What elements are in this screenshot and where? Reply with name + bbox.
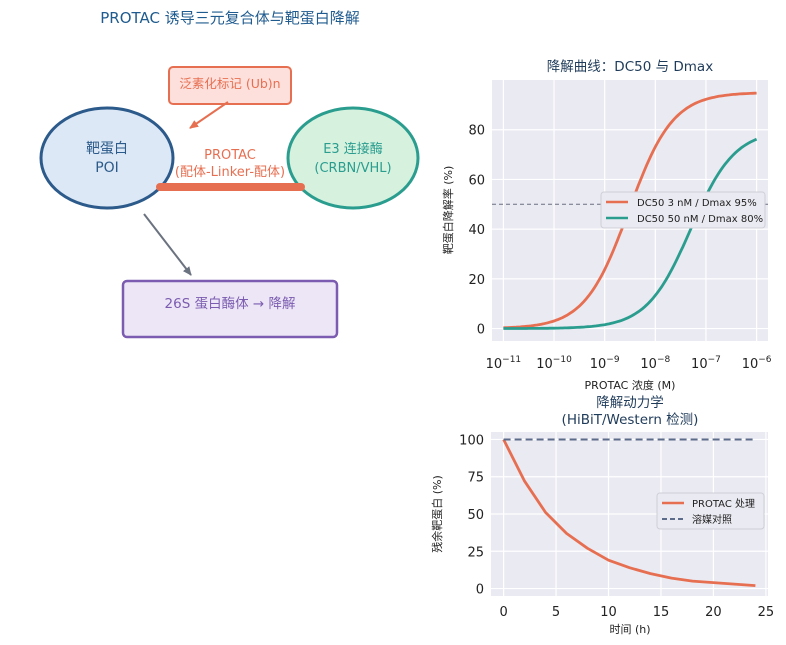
chart2-xlabel: 时间 (h) <box>609 623 650 636</box>
y-tick-label: 80 <box>468 124 485 139</box>
x-tick-label: 5 <box>552 605 560 620</box>
poi-label-line2: POI <box>95 160 119 176</box>
x-tick-label: 10 <box>600 605 617 620</box>
y-tick-label: 20 <box>468 273 485 288</box>
ubiquitin-box <box>168 66 292 105</box>
x-tick-label: 0 <box>499 605 507 620</box>
y-tick-label: 60 <box>468 173 485 188</box>
degradation-kinetics-chart: 0 5 10 15 20 25 0 25 50 75 100 降解动力学 (HiBiT/Wester… <box>430 395 774 636</box>
poi-ellipse <box>39 106 175 210</box>
chart2-title-line2: (HiBiT/Western 检测) <box>562 412 699 428</box>
y-tick-label: 0 <box>476 583 484 598</box>
y-tick-label: 40 <box>468 223 485 238</box>
proteasome-box <box>121 279 339 339</box>
poi-label-line1: 靶蛋白 <box>86 141 128 157</box>
chart1-title: 降解曲线：DC50 与 Dmax <box>547 59 713 75</box>
x-tick-label: 10−7 <box>691 355 721 372</box>
chart1-xlabel: PROTAC 浓度 (M) <box>585 378 676 392</box>
protac-label-line2: (配体-Linker-配体) <box>175 165 285 180</box>
legend-box <box>600 191 766 229</box>
y-tick-label: 0 <box>477 323 485 338</box>
x-tick-label: 20 <box>705 605 722 620</box>
mechanism-diagram: 泛素化标记 (Ub)n 靶蛋白 POI E3 连接酶 (CRBN/VHL) PR… <box>39 66 420 339</box>
series-line-1 <box>503 137 758 330</box>
e3-label-line1: E3 连接酶 <box>323 141 383 157</box>
ubiquitin-label: 泛素化标记 (Ub)n <box>179 76 280 91</box>
chart2-legend: PROTAC 处理 溶媒对照 <box>656 492 765 530</box>
proteasome-label: 26S 蛋白酶体 → 降解 <box>165 296 296 312</box>
x-tick-label: 10−9 <box>590 355 620 372</box>
y-tick-label: 75 <box>467 471 484 486</box>
x-tick-label: 10−10 <box>536 355 572 372</box>
degradation-arrow <box>143 213 192 276</box>
e3-label-line2: (CRBN/VHL) <box>314 161 391 176</box>
chart1-legend: DC50 3 nM / Dmax 95% DC50 50 nM / Dmax 8… <box>600 191 766 229</box>
ubiquitin-arrow <box>189 101 229 129</box>
protac-label-line1: PROTAC <box>204 148 256 163</box>
chart1-ylabel: 靶蛋白降解率 (%) <box>441 166 455 255</box>
x-tick-label: 10−8 <box>640 355 670 372</box>
x-tick-label: 25 <box>758 605 775 620</box>
series-line-0 <box>502 438 756 587</box>
figure-title: PROTAC 诱导三元复合体与靶蛋白降解 <box>100 9 360 27</box>
chart2-title-line1: 降解动力学 <box>596 395 664 411</box>
legend-label: DC50 50 nM / Dmax 80% <box>637 214 763 225</box>
legend-label: PROTAC 处理 <box>692 498 755 510</box>
legend-label: 溶媒对照 <box>692 513 732 526</box>
x-tick-label: 10−11 <box>486 355 522 372</box>
x-tick-label: 15 <box>653 605 670 620</box>
chart2-ylabel: 残余靶蛋白 (%) <box>430 475 444 553</box>
y-tick-label: 100 <box>459 433 484 448</box>
x-tick-label: 10−6 <box>742 355 772 372</box>
y-tick-label: 25 <box>467 545 484 560</box>
y-tick-label: 50 <box>467 508 484 523</box>
e3-ellipse <box>286 106 420 210</box>
legend-label: DC50 3 nM / Dmax 95% <box>637 198 757 209</box>
degradation-curve-chart: 10−11 10−10 10−9 10−8 10−7 10−6 0 20 40 60 80 降解曲线… <box>441 59 772 392</box>
